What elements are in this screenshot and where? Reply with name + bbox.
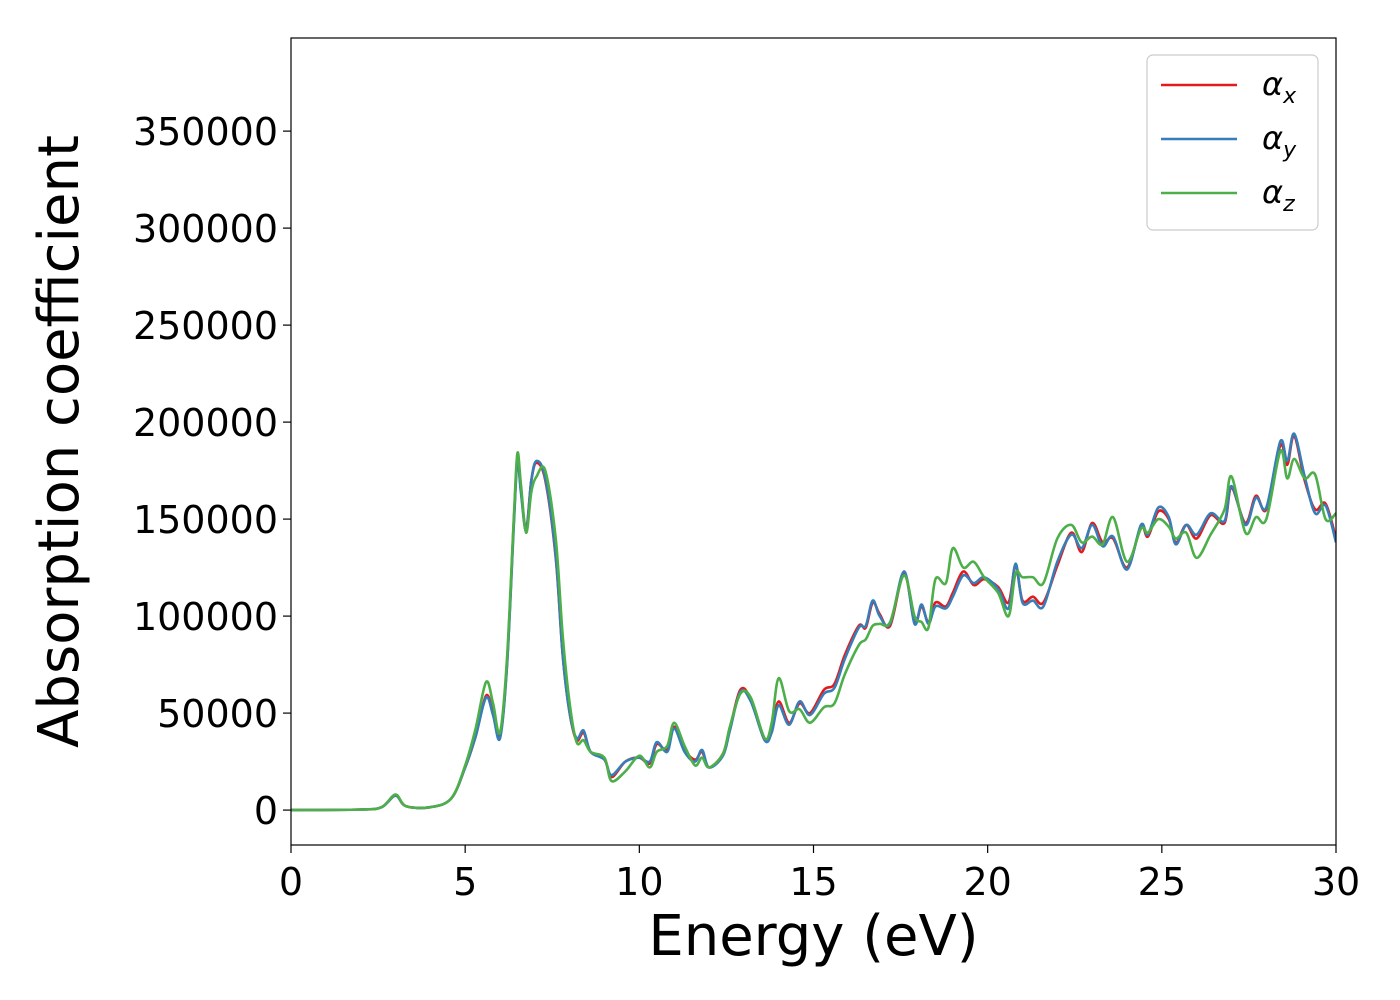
y-tick-label: 100000 (133, 595, 278, 639)
y-tick-label: 250000 (133, 304, 278, 348)
x-tick-label: 0 (279, 860, 303, 904)
y-tick-label: 150000 (133, 498, 278, 542)
x-axis-title: Energy (eV) (648, 904, 978, 969)
legend: αx αy αz (1146, 54, 1319, 231)
x-axis-ticks: 0 5 10 15 20 25 30 (279, 845, 1360, 904)
legend-label-x: αx (1262, 65, 1297, 109)
x-tick-label: 20 (963, 860, 1011, 904)
x-tick-label: 10 (615, 860, 663, 904)
y-tick-label: 200000 (133, 401, 278, 445)
y-tick-label: 0 (254, 789, 278, 833)
y-axis-ticks: 0 50000 100000 150000 200000 250000 300000 3500… (133, 110, 291, 833)
y-tick-label: 50000 (157, 692, 278, 736)
series-line-z (291, 449, 1336, 812)
x-tick-label: 5 (453, 860, 477, 904)
legend-box (1146, 54, 1319, 231)
x-tick-label: 30 (1312, 860, 1360, 904)
y-tick-label: 350000 (133, 110, 278, 154)
x-tick-label: 15 (789, 860, 837, 904)
series-layer (291, 432, 1336, 812)
legend-label-z: αz (1262, 173, 1295, 217)
x-tick-label: 25 (1138, 860, 1186, 904)
y-axis-title: Absorption coefficient (27, 135, 92, 748)
y-tick-label: 300000 (133, 207, 278, 251)
legend-label-y: αy (1262, 119, 1297, 163)
